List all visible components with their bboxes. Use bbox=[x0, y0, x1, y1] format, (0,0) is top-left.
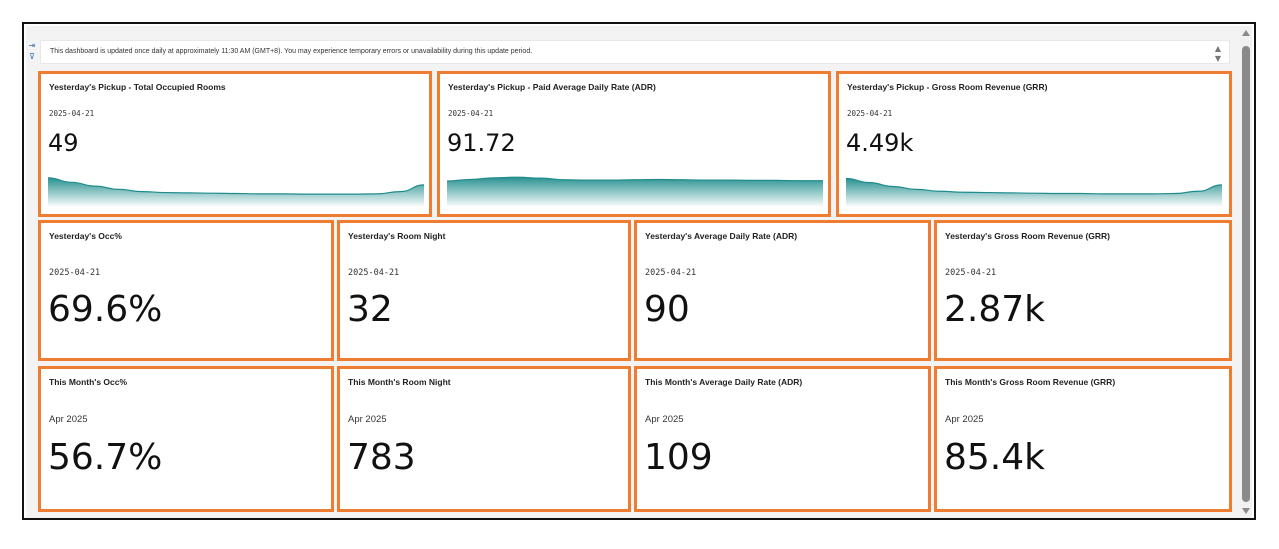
kpi-card-month-grr[interactable]: This Month's Gross Room Revenue (GRR) Ap… bbox=[934, 366, 1232, 512]
update-notice-banner: This dashboard is updated once daily at … bbox=[40, 40, 1230, 64]
kpi-card-pickup-occupied-rooms[interactable]: Yesterday's Pickup - Total Occupied Room… bbox=[38, 71, 432, 217]
kpi-card-date: Apr 2025 bbox=[945, 414, 984, 425]
kpi-card-title: This Month's Occ% bbox=[49, 377, 128, 387]
kpi-card-value: 4.49k bbox=[846, 129, 914, 157]
kpi-card-yesterday-adr[interactable]: Yesterday's Average Daily Rate (ADR) 202… bbox=[634, 220, 931, 361]
kpi-card-value: 2.87k bbox=[944, 289, 1046, 330]
kpi-card-title: This Month's Gross Room Revenue (GRR) bbox=[945, 377, 1116, 387]
pickup-sparkline bbox=[846, 177, 1222, 206]
kpi-card-value: 90 bbox=[644, 289, 690, 330]
kpi-card-date: 2025-04-21 bbox=[49, 109, 95, 118]
kpi-card-month-adr[interactable]: This Month's Average Daily Rate (ADR) Ap… bbox=[634, 366, 931, 512]
kpi-card-value: 91.72 bbox=[447, 129, 516, 157]
kpi-card-date: 2025-04-21 bbox=[448, 109, 494, 118]
scrollbar-down-icon[interactable] bbox=[1242, 508, 1250, 514]
dashboard-page: ⇥ ⊽ This dashboard is updated once daily… bbox=[26, 26, 1244, 518]
scrollbar-up-icon[interactable] bbox=[1242, 30, 1250, 36]
left-toolbar: ⇥ ⊽ bbox=[26, 40, 38, 62]
kpi-card-month-occ[interactable]: This Month's Occ% Apr 2025 56.7% bbox=[38, 366, 334, 512]
kpi-card-title: Yesterday's Room Night bbox=[348, 231, 446, 241]
kpi-card-date: 2025-04-21 bbox=[348, 268, 400, 278]
sparkline-area bbox=[48, 177, 424, 206]
kpi-card-title: Yesterday's Average Daily Rate (ADR) bbox=[645, 231, 798, 241]
scroll-down-icon[interactable]: ▼ bbox=[1214, 54, 1222, 63]
kpi-card-title: This Month's Average Daily Rate (ADR) bbox=[645, 377, 803, 387]
sparkline-area bbox=[447, 177, 823, 206]
kpi-card-month-room-night[interactable]: This Month's Room Night Apr 2025 783 bbox=[337, 366, 631, 512]
kpi-card-pickup-grr[interactable]: Yesterday's Pickup - Gross Room Revenue … bbox=[836, 71, 1232, 217]
kpi-card-yesterday-grr[interactable]: Yesterday's Gross Room Revenue (GRR) 202… bbox=[934, 220, 1232, 361]
kpi-card-yesterday-occ[interactable]: Yesterday's Occ% 2025-04-21 69.6% bbox=[38, 220, 334, 361]
collapse-panel-icon[interactable]: ⇥ bbox=[28, 41, 36, 50]
scroll-up-icon[interactable]: ▲ bbox=[1214, 44, 1222, 53]
page-scrollbar[interactable] bbox=[1240, 26, 1252, 518]
kpi-card-value: 32 bbox=[347, 289, 393, 330]
kpi-card-pickup-paid-adr[interactable]: Yesterday's Pickup - Paid Average Daily … bbox=[437, 71, 831, 217]
kpi-card-date: 2025-04-21 bbox=[847, 109, 893, 118]
filter-icon[interactable]: ⊽ bbox=[29, 52, 35, 61]
kpi-card-date: 2025-04-21 bbox=[945, 268, 997, 278]
kpi-card-yesterday-room-night[interactable]: Yesterday's Room Night 2025-04-21 32 bbox=[337, 220, 631, 361]
kpi-card-value: 85.4k bbox=[944, 437, 1046, 478]
kpi-card-title: Yesterday's Pickup - Total Occupied Room… bbox=[49, 82, 226, 92]
kpi-card-title: Yesterday's Occ% bbox=[49, 231, 122, 241]
kpi-card-value: 109 bbox=[644, 437, 713, 478]
sparkline-area bbox=[846, 178, 1222, 206]
kpi-card-value: 69.6% bbox=[48, 289, 163, 330]
scrollbar-thumb[interactable] bbox=[1242, 46, 1250, 502]
sparkline-line bbox=[48, 177, 424, 195]
kpi-card-date: Apr 2025 bbox=[49, 414, 88, 425]
sparkline-line bbox=[447, 176, 823, 182]
dashboard-frame: ⇥ ⊽ This dashboard is updated once daily… bbox=[22, 22, 1256, 520]
kpi-card-value: 783 bbox=[347, 437, 416, 478]
kpi-card-title: Yesterday's Pickup - Gross Room Revenue … bbox=[847, 82, 1048, 92]
kpi-card-title: Yesterday's Gross Room Revenue (GRR) bbox=[945, 231, 1110, 241]
kpi-card-date: 2025-04-21 bbox=[645, 268, 697, 278]
kpi-card-title: This Month's Room Night bbox=[348, 377, 451, 387]
update-notice-text: This dashboard is updated once daily at … bbox=[50, 48, 533, 55]
pickup-sparkline bbox=[447, 176, 823, 206]
sparkline-line bbox=[846, 177, 1222, 195]
kpi-card-date: Apr 2025 bbox=[348, 414, 387, 425]
notice-scroll-control[interactable]: ▲ ▼ bbox=[1213, 44, 1223, 64]
kpi-card-value: 56.7% bbox=[48, 437, 163, 478]
pickup-sparkline bbox=[48, 177, 424, 206]
kpi-card-date: 2025-04-21 bbox=[49, 268, 101, 278]
kpi-card-title: Yesterday's Pickup - Paid Average Daily … bbox=[448, 82, 656, 92]
kpi-card-value: 49 bbox=[48, 129, 79, 157]
kpi-card-date: Apr 2025 bbox=[645, 414, 684, 425]
